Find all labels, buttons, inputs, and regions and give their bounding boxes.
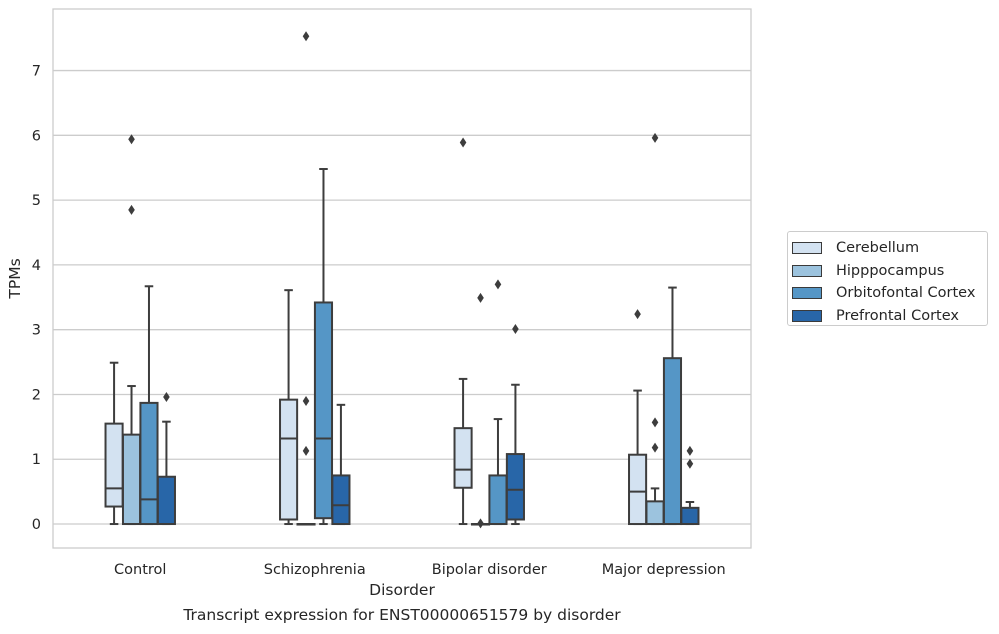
box-body [139, 401, 159, 526]
box [331, 403, 351, 526]
outlier-point [477, 292, 484, 303]
box [680, 445, 700, 526]
box [505, 324, 525, 526]
box-body [156, 475, 176, 526]
series-prefrontal-cortex [156, 324, 700, 526]
legend-swatch [792, 309, 822, 322]
box [645, 132, 665, 526]
box [104, 361, 124, 526]
outlier-point [302, 395, 310, 406]
legend-item: Orbitofontal Cortex [792, 282, 987, 305]
box-body [121, 433, 142, 526]
outlier-point [686, 458, 694, 469]
series-orbitofontal-cortex [139, 168, 683, 526]
box-body [331, 474, 351, 526]
box [470, 292, 491, 529]
legend-item: Hipppocampus [792, 260, 987, 283]
box-body [453, 427, 473, 489]
outlier-point [302, 445, 310, 456]
outlier-point [477, 518, 484, 529]
outlier-point [651, 132, 659, 143]
outlier-point [651, 442, 659, 453]
outlier-point [459, 137, 467, 148]
box-body [662, 357, 683, 526]
outlier-point [512, 324, 519, 335]
outlier-point [651, 417, 659, 428]
legend-swatch [792, 287, 822, 300]
legend-label: Orbitofontal Cortex [836, 285, 976, 302]
legend-swatch [792, 242, 822, 255]
y-tick-label: 5 [32, 193, 41, 209]
outlier-point [686, 445, 694, 456]
legend-label: Hipppocampus [836, 262, 945, 279]
y-axis-ticks: 0 1 2 3 4 5 6 7 [32, 64, 41, 533]
outlier-point [494, 279, 502, 290]
outlier-point [634, 309, 641, 320]
box [662, 286, 683, 526]
x-tick-label: Bipolar disorder [432, 562, 547, 578]
y-tick-label: 4 [32, 258, 41, 274]
legend-swatch [792, 264, 822, 277]
box [488, 279, 508, 526]
legend-item: Cerebellum [792, 237, 987, 260]
y-axis-label: TPMs [6, 258, 24, 299]
box-body [645, 500, 665, 526]
x-axis-ticks: Control Schizophrenia Bipolar disorder Majo… [114, 562, 726, 578]
chart-caption: Transcript expression for ENST0000065157… [183, 606, 621, 624]
box-plot-series [104, 31, 700, 529]
box [139, 285, 159, 526]
x-tick-label: Control [114, 562, 166, 578]
box-body [313, 301, 334, 520]
box [296, 31, 316, 526]
series-cerebellum [104, 137, 648, 526]
box-body [505, 453, 525, 521]
y-tick-label: 1 [32, 452, 41, 468]
box [628, 309, 648, 526]
box [313, 168, 334, 526]
outlier-point [128, 204, 135, 215]
grid-lines [53, 69, 751, 525]
y-tick-label: 0 [32, 517, 41, 533]
y-tick-label: 7 [32, 64, 41, 80]
plot-frame [52, 8, 752, 549]
box [453, 137, 473, 526]
x-tick-label: Schizophrenia [264, 562, 366, 578]
y-tick-label: 2 [32, 387, 41, 403]
legend-label: Prefrontal Cortex [836, 307, 959, 324]
y-tick-label: 6 [32, 128, 41, 144]
x-axis-label: Disorder [369, 581, 435, 599]
box [156, 392, 176, 526]
box-body [628, 453, 648, 526]
outlier-point [128, 134, 135, 145]
box-body [104, 422, 124, 508]
box [279, 289, 299, 526]
series-hipppocampus [121, 31, 665, 529]
box-body [680, 506, 700, 526]
legend-label: Cerebellum [836, 240, 920, 257]
box-body [279, 398, 299, 521]
y-tick-label: 3 [32, 323, 41, 339]
outlier-point [163, 392, 170, 403]
chart-legend: Cerebellum Hipppocampus Orbitofontal Corte… [787, 231, 988, 326]
outlier-point [302, 31, 310, 42]
box-body [488, 474, 508, 526]
x-tick-label: Major depression [602, 562, 726, 578]
legend-item: Prefrontal Cortex [792, 305, 987, 328]
